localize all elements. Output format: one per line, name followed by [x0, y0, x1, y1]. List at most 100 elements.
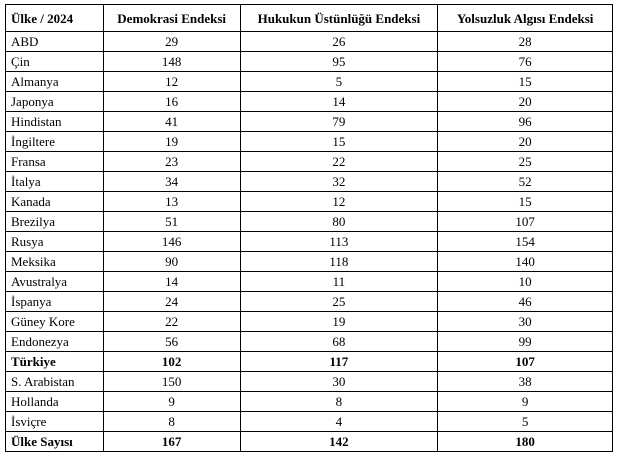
value-cell: 38: [437, 371, 613, 392]
value-cell: 32: [239, 171, 439, 192]
value-cell: 167: [102, 431, 241, 452]
value-cell: 5: [239, 71, 439, 92]
country-cell: Hollanda: [5, 391, 104, 412]
value-cell: 19: [239, 311, 439, 332]
country-cell: Japonya: [5, 91, 104, 112]
value-cell: 22: [239, 151, 439, 172]
country-cell: S. Arabistan: [5, 371, 104, 392]
country-cell: Meksika: [5, 251, 104, 272]
table-row: Meksika 90 118 140: [5, 251, 613, 272]
value-cell: 51: [102, 211, 241, 232]
table-row: İtalya 34 32 52: [5, 171, 613, 192]
value-cell: 15: [437, 71, 613, 92]
table-row: İsviçre 8 4 5: [5, 411, 613, 432]
value-cell: 150: [102, 371, 241, 392]
value-cell: 146: [102, 231, 241, 252]
value-cell: 9: [102, 391, 241, 412]
country-cell: Çin: [5, 51, 104, 72]
table-row: Japonya 16 14 20: [5, 91, 613, 112]
value-cell: 80: [239, 211, 439, 232]
value-cell: 24: [102, 291, 241, 312]
data-table: Ülke / 2024 Demokrasi Endeksi Hukukun Üstü…: [5, 4, 613, 452]
value-cell: 52: [437, 171, 613, 192]
header-cell: Hukukun Üstünlüğü Endeksi: [239, 4, 439, 32]
value-cell: 9: [437, 391, 613, 412]
value-cell: 140: [437, 251, 613, 272]
country-cell: İngiltere: [5, 131, 104, 152]
table-row: Çin 148 95 76: [5, 51, 613, 72]
country-cell: Brezilya: [5, 211, 104, 232]
country-cell: İsviçre: [5, 411, 104, 432]
value-cell: 23: [102, 151, 241, 172]
value-cell: 76: [437, 51, 613, 72]
country-cell: Fransa: [5, 151, 104, 172]
value-cell: 79: [239, 111, 439, 132]
value-cell: 96: [437, 111, 613, 132]
value-cell: 22: [102, 311, 241, 332]
value-cell: 99: [437, 331, 613, 352]
country-cell: ABD: [5, 31, 104, 52]
value-cell: 19: [102, 131, 241, 152]
value-cell: 11: [239, 271, 439, 292]
value-cell: 20: [437, 91, 613, 112]
value-cell: 5: [437, 411, 613, 432]
value-cell: 118: [239, 251, 439, 272]
table-row: Almanya 12 5 15: [5, 71, 613, 92]
value-cell: 30: [437, 311, 613, 332]
value-cell: 15: [437, 191, 613, 212]
value-cell: 68: [239, 331, 439, 352]
country-cell: Endonezya: [5, 331, 104, 352]
value-cell: 15: [239, 131, 439, 152]
table-row: Hollanda 9 8 9: [5, 391, 613, 412]
table-header: Ülke / 2024 Demokrasi Endeksi Hukukun Üstü…: [5, 4, 613, 32]
value-cell: 107: [437, 351, 613, 372]
country-cell: Hindistan: [5, 111, 104, 132]
table-row: S. Arabistan 150 30 38: [5, 371, 613, 392]
table-row: Türkiye 102 117 107: [5, 351, 613, 372]
country-cell: İspanya: [5, 291, 104, 312]
value-cell: 8: [102, 411, 241, 432]
table-row: Ülke Sayısı 167 142 180: [5, 431, 613, 452]
value-cell: 107: [437, 211, 613, 232]
header-cell: Ülke / 2024: [5, 4, 104, 32]
value-cell: 14: [102, 271, 241, 292]
country-cell: Almanya: [5, 71, 104, 92]
table-row: İspanya 24 25 46: [5, 291, 613, 312]
value-cell: 154: [437, 231, 613, 252]
table-body: ABD 29 26 28 Çin 148 95 76 Almanya 12 5 15 Japonya 16…: [5, 31, 613, 452]
table-row: ABD 29 26 28: [5, 31, 613, 52]
value-cell: 41: [102, 111, 241, 132]
header-row: Ülke / 2024 Demokrasi Endeksi Hukukun Üstü…: [5, 4, 613, 32]
value-cell: 29: [102, 31, 241, 52]
value-cell: 34: [102, 171, 241, 192]
value-cell: 30: [239, 371, 439, 392]
table-row: Avustralya 14 11 10: [5, 271, 613, 292]
value-cell: 12: [102, 71, 241, 92]
value-cell: 46: [437, 291, 613, 312]
value-cell: 12: [239, 191, 439, 212]
header-cell: Yolsuzluk Algısı Endeksi: [437, 4, 613, 32]
country-cell: Ülke Sayısı: [5, 431, 104, 452]
value-cell: 26: [239, 31, 439, 52]
table-row: Endonezya 56 68 99: [5, 331, 613, 352]
value-cell: 20: [437, 131, 613, 152]
table-row: İngiltere 19 15 20: [5, 131, 613, 152]
value-cell: 16: [102, 91, 241, 112]
country-cell: Rusya: [5, 231, 104, 252]
value-cell: 113: [239, 231, 439, 252]
table-row: Rusya 146 113 154: [5, 231, 613, 252]
value-cell: 4: [239, 411, 439, 432]
country-cell: Güney Kore: [5, 311, 104, 332]
value-cell: 142: [239, 431, 439, 452]
value-cell: 148: [102, 51, 241, 72]
value-cell: 117: [239, 351, 439, 372]
value-cell: 90: [102, 251, 241, 272]
country-cell: İtalya: [5, 171, 104, 192]
value-cell: 25: [239, 291, 439, 312]
table-row: Güney Kore 22 19 30: [5, 311, 613, 332]
table-row: Fransa 23 22 25: [5, 151, 613, 172]
table-row: Hindistan 41 79 96: [5, 111, 613, 132]
value-cell: 25: [437, 151, 613, 172]
value-cell: 56: [102, 331, 241, 352]
